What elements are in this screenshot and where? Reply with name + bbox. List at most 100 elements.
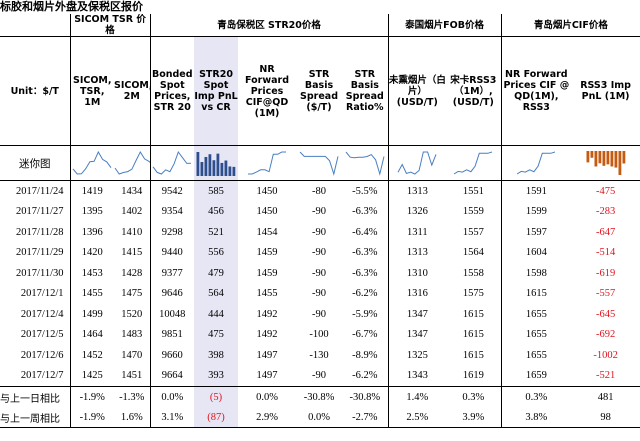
table-cell: 1395: [69, 201, 114, 222]
table-cell: -90: [312, 267, 327, 279]
summary-cell: 98: [571, 407, 640, 428]
table-cell: 1419: [69, 180, 114, 202]
sparkline-cell: [238, 145, 297, 181]
summary-cell: 3.9%: [446, 407, 502, 428]
row-date: 2017/11/30: [16, 267, 64, 279]
table-cell: 1598: [500, 263, 572, 284]
sparkline-row: 迷你图: [0, 145, 640, 181]
table-cell: 9542: [149, 180, 195, 202]
sparkline-chart: [196, 152, 236, 176]
table-cell: -90: [312, 247, 327, 259]
table-cell: 1451: [121, 370, 143, 382]
sparkline-cell: [342, 145, 389, 181]
summary-cell: (87): [194, 407, 239, 428]
sparkline-bar: [618, 151, 621, 175]
table-cell: -90: [312, 308, 327, 320]
sparkline-bar: [216, 153, 220, 176]
table-cell: 1615: [462, 349, 484, 361]
group-bonded: 青岛保税区 STR20价格: [149, 14, 389, 37]
sparkline-chart: [114, 150, 151, 175]
summary-cell: 2.5%: [387, 407, 447, 428]
table-cell: -521: [595, 370, 616, 382]
sparkline-bar: [602, 151, 605, 166]
table-cell: -80: [296, 180, 343, 202]
table-cell: 456: [194, 201, 239, 222]
table-cell: -8.9%: [352, 349, 378, 361]
summary-label: 与上一周相比: [0, 407, 70, 428]
sparkline-line: [517, 151, 556, 175]
col-header: RSS3 Imp PnL (1M): [580, 80, 631, 102]
table-cell: -90: [312, 226, 327, 238]
table-cell: -692: [595, 329, 616, 341]
sparkline-line: [248, 151, 287, 175]
col-header: STR Basis Spread ($/T): [300, 69, 338, 113]
sparkline-bar: [586, 151, 589, 163]
table-cell: 1659: [500, 365, 572, 387]
sparkline-bar: [196, 152, 200, 176]
table-cell: 393: [194, 365, 239, 387]
table-cell: 1599: [500, 201, 572, 222]
row-date: 2017/11/29: [16, 247, 64, 259]
table-cell: 1615: [462, 329, 484, 341]
summary-cell: -2.7%: [342, 407, 389, 428]
col-header: NR Forward Prices CIF@QD (1M): [245, 63, 290, 119]
table-cell: -90: [312, 206, 327, 218]
table-cell: 398: [194, 345, 239, 366]
table-cell: 521: [194, 222, 239, 243]
table-cell: 10048: [149, 304, 195, 325]
sparkline-line: [72, 150, 112, 175]
table-row: 2017/11/29 1420 1415 9440 556 1459 -90 -6.3% 131…: [0, 242, 640, 263]
table-cell: 9377: [149, 263, 195, 284]
table-cell: 585: [194, 180, 239, 202]
table-cell: 1425: [69, 365, 114, 387]
sparkline-cell: [114, 145, 151, 181]
table-cell: 1452: [69, 345, 114, 366]
summary-cell: 3.8%: [500, 407, 572, 428]
sparkline-bar: [204, 156, 208, 176]
table-cell: -6.3%: [352, 206, 378, 218]
row-date: 2017/12/4: [20, 308, 64, 320]
table-cell: 479: [194, 263, 239, 284]
table-cell: 1325: [387, 345, 447, 366]
sparkline-chart: [72, 150, 112, 175]
summary-cell: -1.9%: [69, 386, 114, 407]
sparkline-bar: [614, 151, 617, 168]
table-cell: 9660: [149, 345, 195, 366]
sparkline-bar: [200, 161, 204, 176]
table-cell: 1464: [69, 324, 114, 345]
sparkline-chart: [248, 151, 287, 175]
table-cell: -130: [309, 349, 329, 361]
table-cell: 1310: [387, 263, 447, 284]
table-cell: -6.4%: [352, 226, 378, 238]
summary-cell: -1.9%: [69, 407, 114, 428]
group-thai-fob: 泰国烟片FOB价格: [387, 14, 502, 37]
table-cell: 1326: [387, 201, 447, 222]
table-cell: 1475: [121, 288, 143, 300]
row-date: 2017/12/5: [20, 329, 64, 341]
table-cell: 1410: [121, 226, 143, 238]
sparkline-chart: [152, 150, 192, 175]
table-cell: 1455: [256, 288, 278, 300]
sparkline-line: [345, 151, 385, 176]
table-cell: 1459: [256, 247, 278, 259]
table-cell: 1520: [121, 308, 143, 320]
table-cell: 1453: [69, 263, 114, 284]
table-cell: -90: [312, 288, 327, 300]
summary-cell: -1.3%: [114, 386, 151, 407]
table-cell: 1591: [500, 180, 572, 202]
sparkline-label: 迷你图: [0, 145, 70, 181]
table-cell: -6.3%: [352, 267, 378, 279]
summary-cell: 0.3%: [446, 386, 502, 407]
table-cell: 1615: [500, 283, 572, 304]
table-cell: 1655: [500, 304, 572, 325]
sparkline-cell: [194, 145, 239, 181]
summary-cell: 481: [571, 386, 640, 407]
summary-cell: 0.0%: [296, 407, 343, 428]
table-cell: -6.2%: [352, 288, 378, 300]
summary-cell: 0.3%: [500, 386, 572, 407]
sparkline-cell: [149, 145, 195, 181]
summary-label: 与上一日相比: [0, 386, 70, 407]
sparkline-line: [152, 150, 192, 175]
summary-cell: 2.9%: [238, 407, 297, 428]
table-cell: -5.5%: [342, 180, 389, 202]
